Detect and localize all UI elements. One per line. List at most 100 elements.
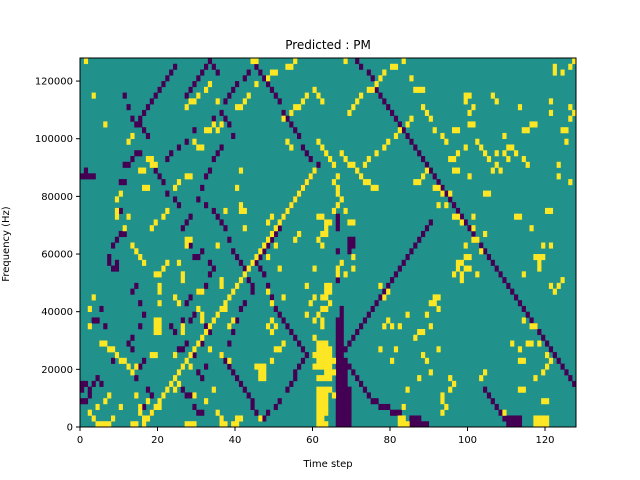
- heatmap-cell-low: [130, 288, 135, 295]
- heatmap-cell-high: [269, 317, 275, 324]
- heatmap-cell-high: [165, 386, 170, 393]
- heatmap-cell-high: [432, 184, 437, 191]
- heatmap-cell-high: [467, 92, 472, 99]
- heatmap-cell-high: [328, 282, 333, 289]
- heatmap-cell-high: [351, 161, 356, 168]
- heatmap-cell-high: [231, 288, 236, 295]
- heatmap-cell-low: [231, 369, 236, 376]
- heatmap-cell-high: [258, 375, 263, 382]
- heatmap-cell-high: [312, 363, 317, 370]
- heatmap-cell-high: [541, 254, 546, 261]
- heatmap-cell-low: [207, 58, 213, 65]
- heatmap-cell-low: [517, 415, 523, 422]
- heatmap-cell-high: [238, 207, 244, 214]
- heatmap-cell-high: [180, 271, 185, 278]
- heatmap-cell-high: [266, 75, 271, 82]
- heatmap-cell-low: [498, 409, 503, 416]
- plot-area: [80, 58, 577, 428]
- heatmap-cell-high: [304, 179, 309, 186]
- heatmap-cell-low: [343, 375, 348, 382]
- heatmap-cell-low: [339, 369, 344, 376]
- heatmap-cell-high: [289, 202, 294, 209]
- heatmap-cell-high: [142, 421, 147, 428]
- heatmap-cell-high: [320, 415, 325, 422]
- heatmap-cell-low: [490, 398, 495, 405]
- heatmap-cell-low: [200, 409, 205, 416]
- heatmap-cell-high: [413, 86, 418, 93]
- heatmap-cell-low: [126, 161, 131, 168]
- heatmap-cell-high: [331, 369, 337, 376]
- heatmap-cell-high: [529, 121, 534, 128]
- heatmap-cell-high: [320, 421, 325, 428]
- heatmap-cell-high: [359, 173, 364, 180]
- heatmap-cell-low: [204, 63, 209, 70]
- heatmap-cell-high: [343, 207, 348, 214]
- heatmap-cell-high: [413, 334, 418, 341]
- heatmap-cell-low: [176, 202, 182, 209]
- heatmap-cell-high: [281, 340, 286, 347]
- heatmap-cell-low: [269, 294, 275, 301]
- heatmap-cell-high: [552, 288, 557, 295]
- heatmap-cell-high: [149, 161, 154, 168]
- heatmap-cell-low: [335, 415, 340, 422]
- heatmap-cell-high: [238, 202, 244, 209]
- heatmap-cell-high: [281, 213, 286, 220]
- heatmap-cell-high: [331, 357, 337, 364]
- heatmap-cell-high: [204, 328, 209, 336]
- heatmap-cell-high: [548, 282, 554, 289]
- heatmap-cell-high: [320, 346, 325, 353]
- heatmap-cell-low: [386, 104, 391, 111]
- x-tick-label: 80: [384, 435, 397, 446]
- heatmap-cell-low: [347, 409, 352, 416]
- heatmap-cell-low: [343, 409, 348, 416]
- heatmap-cell-high: [219, 277, 224, 284]
- heatmap-cell-low: [335, 323, 340, 330]
- heatmap-cell-high: [452, 167, 457, 174]
- heatmap-cell-low: [386, 282, 391, 289]
- heatmap-cell-low: [335, 352, 340, 359]
- heatmap-cell-low: [111, 242, 116, 249]
- heatmap-cell-high: [483, 190, 488, 197]
- heatmap-cell-high: [401, 403, 406, 411]
- heatmap-cell-high: [254, 58, 259, 65]
- heatmap-cell-high: [517, 386, 523, 393]
- heatmap-cell-low: [184, 392, 189, 399]
- heatmap-cell-high: [320, 357, 325, 364]
- heatmap-cell-high: [192, 346, 197, 353]
- heatmap-cell-high: [231, 317, 236, 324]
- heatmap-cell-low: [297, 132, 302, 140]
- heatmap-cell-high: [157, 403, 162, 411]
- heatmap-cell-high: [138, 254, 143, 261]
- heatmap-cell-high: [440, 392, 445, 399]
- heatmap-cell-low: [246, 277, 251, 284]
- heatmap-cell-low: [397, 265, 402, 272]
- heatmap-cell-low: [188, 86, 193, 93]
- heatmap-cell-high: [382, 69, 387, 76]
- heatmap-cell-low: [343, 346, 348, 353]
- heatmap-cell-low: [335, 334, 340, 341]
- heatmap-cell-low: [510, 421, 515, 428]
- y-tick-label: 40000: [41, 307, 73, 318]
- heatmap-cell-high: [107, 421, 112, 428]
- heatmap-cell-high: [490, 92, 495, 99]
- heatmap-cell-high: [335, 184, 340, 191]
- heatmap-cell-low: [335, 357, 340, 364]
- heatmap-cell-low: [227, 92, 232, 99]
- heatmap-cell-low: [122, 92, 127, 99]
- heatmap-cell-low: [235, 254, 240, 261]
- heatmap-cell-low: [393, 271, 399, 278]
- heatmap-cell-high: [87, 323, 92, 330]
- heatmap-cell-high: [448, 156, 453, 163]
- heatmap-cell-low: [138, 115, 143, 122]
- heatmap-cell-high: [316, 340, 321, 347]
- heatmap-cell-low: [343, 386, 348, 393]
- heatmap-cell-low: [285, 323, 290, 330]
- heatmap-cell-low: [421, 421, 426, 428]
- heatmap-cell-high: [328, 357, 333, 364]
- heatmap-cell-low: [339, 403, 344, 411]
- heatmap-cell-high: [281, 115, 286, 122]
- heatmap-cell-high: [308, 300, 313, 307]
- heatmap-cell-high: [324, 386, 329, 393]
- heatmap-cell-low: [490, 259, 495, 266]
- heatmap-cell-high: [436, 294, 441, 301]
